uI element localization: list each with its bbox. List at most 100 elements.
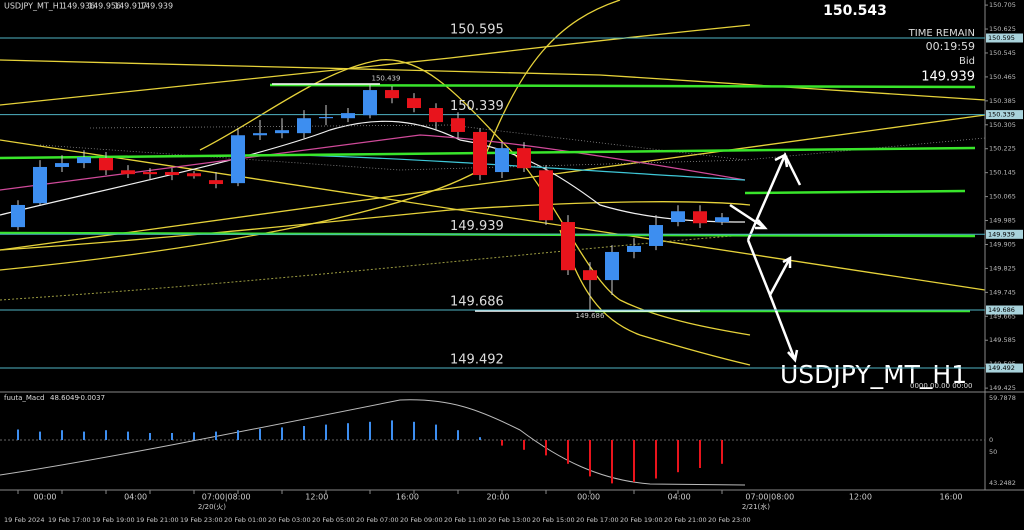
candle-body bbox=[341, 113, 355, 119]
arrow bbox=[729, 203, 768, 230]
candle-body bbox=[33, 166, 47, 204]
header-value: 149.939 bbox=[140, 2, 173, 11]
session-label: 07:00|08:00 bbox=[745, 493, 794, 502]
level-axis-box bbox=[986, 110, 1023, 120]
y-tick-label: 149.585 bbox=[989, 336, 1016, 344]
high-label: 150.439 bbox=[372, 75, 401, 83]
y-tick-label: 149.425 bbox=[989, 384, 1016, 392]
candle-body bbox=[253, 133, 267, 136]
band-line bbox=[0, 24, 751, 106]
symbol: USDJPY_MT_H1 bbox=[4, 2, 64, 11]
support-line bbox=[0, 146, 976, 160]
arrow bbox=[746, 239, 792, 298]
watermark: USDJPY_MT_H1 bbox=[780, 360, 967, 389]
candle-body bbox=[319, 117, 333, 119]
low-label: 149.686 bbox=[576, 312, 605, 320]
support-line bbox=[744, 189, 966, 195]
candle-body bbox=[143, 172, 157, 175]
candle-body bbox=[297, 118, 311, 134]
date-stamp: 0000.00.00 00:00 bbox=[910, 382, 972, 390]
band-line bbox=[0, 139, 986, 291]
y-tick-label: 149.905 bbox=[989, 240, 1016, 248]
level-label: 149.939 bbox=[450, 219, 504, 234]
arrow bbox=[768, 294, 799, 363]
session-label: 20:00 bbox=[486, 493, 509, 502]
session-label: 07:00|08:00 bbox=[202, 493, 251, 502]
candle-body bbox=[11, 204, 25, 228]
candle-body bbox=[627, 245, 641, 252]
y-tick-label: 149.825 bbox=[989, 264, 1016, 272]
candle-body bbox=[429, 108, 443, 123]
candle-body bbox=[99, 157, 113, 171]
candle-body bbox=[275, 130, 289, 134]
level-axis-label: 149.686 bbox=[988, 306, 1015, 314]
header-value: 149.956 bbox=[88, 2, 121, 11]
x-tick-label: 20 Feb 11:00 bbox=[444, 516, 487, 524]
x-tick-label: 19 Feb 19:00 bbox=[92, 516, 135, 524]
support-line bbox=[269, 83, 976, 89]
macd-scale-label: 59.7878 bbox=[989, 394, 1016, 402]
level-axis-box bbox=[986, 33, 1023, 43]
candle-body bbox=[363, 90, 377, 116]
x-tick-label: 20 Feb 07:00 bbox=[356, 516, 399, 524]
y-tick-label: 150.625 bbox=[989, 25, 1016, 33]
session-label: 00:00 bbox=[33, 493, 56, 502]
level-axis-box bbox=[986, 363, 1023, 373]
level-axis-label: 150.595 bbox=[988, 34, 1015, 42]
band-line bbox=[0, 0, 621, 271]
candle-body bbox=[165, 172, 179, 176]
level-label: 149.686 bbox=[450, 295, 504, 310]
macd-signal bbox=[0, 399, 746, 486]
arrow bbox=[746, 152, 802, 241]
y-tick-label: 150.545 bbox=[989, 49, 1016, 57]
band-line bbox=[0, 114, 986, 251]
session-label: 16:00 bbox=[396, 493, 419, 502]
candle-body bbox=[495, 148, 509, 173]
x-tick-label: 20 Feb 17:00 bbox=[576, 516, 619, 524]
y-tick-label: 149.985 bbox=[989, 217, 1016, 225]
y-tick-label: 150.465 bbox=[989, 73, 1016, 81]
level-axis-label: 150.339 bbox=[988, 111, 1015, 119]
band-line bbox=[559, 229, 751, 366]
candle-body bbox=[671, 211, 685, 223]
session-label: 04:00 bbox=[668, 493, 691, 502]
candle-body bbox=[715, 217, 729, 223]
candle-body bbox=[583, 270, 597, 281]
candle-body bbox=[385, 90, 399, 99]
x-tick-label: 19 Feb 2024 bbox=[4, 516, 44, 524]
x-tick-label: 20 Feb 03:00 bbox=[268, 516, 311, 524]
level-label: 150.339 bbox=[450, 99, 504, 114]
y-tick-label: 150.145 bbox=[989, 169, 1016, 177]
candle-body bbox=[539, 170, 553, 221]
level-axis-label: 149.492 bbox=[988, 364, 1015, 372]
x-tick-label: 20 Feb 05:00 bbox=[312, 516, 355, 524]
candle-body bbox=[561, 222, 575, 271]
candle-body bbox=[231, 135, 245, 184]
current-price: 150.543 bbox=[823, 3, 887, 19]
x-tick-label: 19 Feb 21:00 bbox=[136, 516, 179, 524]
y-tick-label: 150.305 bbox=[989, 121, 1016, 129]
candle-body bbox=[121, 170, 135, 175]
day-label: 2/20(火) bbox=[198, 503, 226, 511]
x-tick-label: 20 Feb 13:00 bbox=[488, 516, 531, 524]
macd-main: 48.6049 bbox=[50, 394, 79, 402]
y-tick-label: 149.665 bbox=[989, 312, 1016, 320]
candle-body bbox=[187, 173, 201, 177]
session-label: 12:00 bbox=[849, 493, 872, 502]
candle-body bbox=[451, 118, 465, 132]
candle-body bbox=[473, 131, 487, 176]
macd-scale-label: 43.2482 bbox=[989, 479, 1016, 487]
level-axis-label: 149.939 bbox=[988, 230, 1015, 238]
x-tick-label: 19 Feb 23:00 bbox=[180, 516, 223, 524]
macd-label: fuuta_Macd bbox=[4, 394, 45, 402]
day-label: 2/21(水) bbox=[742, 502, 770, 511]
candle-body bbox=[693, 211, 707, 224]
x-tick-label: 20 Feb 09:00 bbox=[400, 516, 443, 524]
ma-line bbox=[0, 234, 746, 301]
y-tick-label: 150.705 bbox=[989, 1, 1016, 9]
x-tick-label: 20 Feb 15:00 bbox=[532, 516, 575, 524]
bid-label: Bid bbox=[959, 56, 975, 67]
y-tick-label: 150.385 bbox=[989, 97, 1016, 105]
candle-body bbox=[407, 98, 421, 109]
